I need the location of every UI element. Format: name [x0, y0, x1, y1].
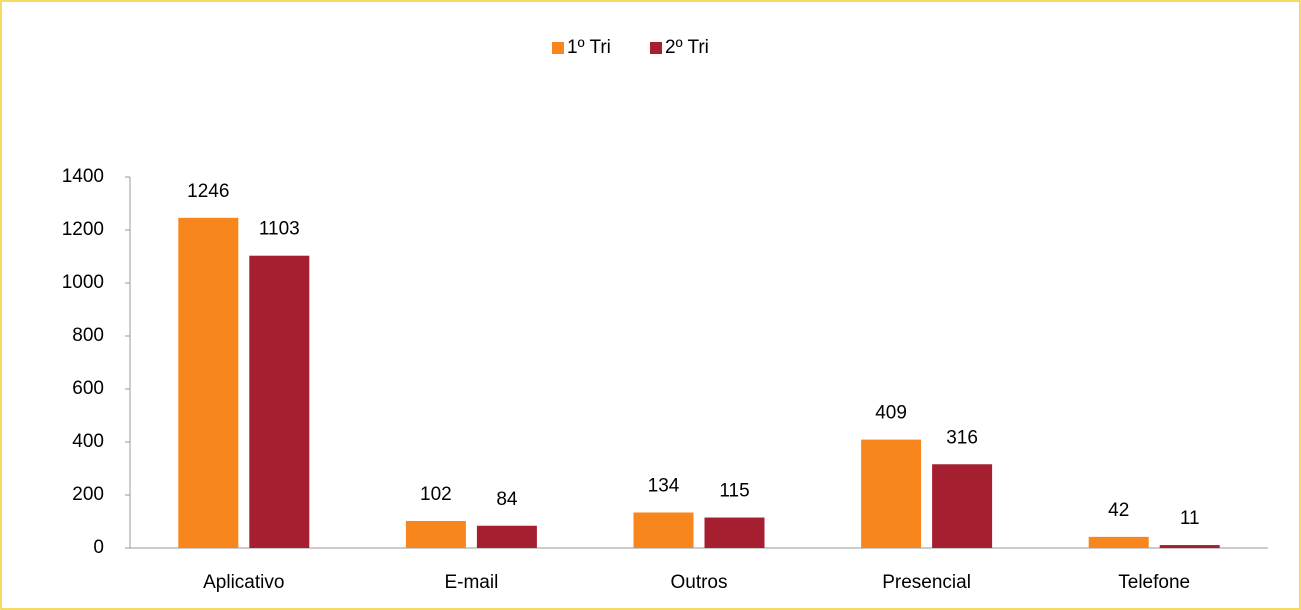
- x-tick-label: Telefone: [1118, 572, 1190, 593]
- y-tick-label: 0: [93, 537, 104, 558]
- x-tick-label: Presencial: [882, 572, 971, 593]
- legend-label: 1º Tri: [567, 37, 611, 58]
- data-label: 1103: [259, 219, 300, 240]
- data-label: 84: [496, 489, 518, 510]
- bar: [405, 520, 466, 548]
- legend-swatch: [552, 42, 564, 54]
- y-tick-label: 600: [72, 378, 104, 399]
- data-label: 11: [1180, 508, 1200, 529]
- data-label: 1246: [187, 181, 229, 202]
- bar: [249, 255, 310, 548]
- y-tick-label: 400: [72, 431, 104, 452]
- data-label: 42: [1108, 500, 1129, 521]
- bar: [178, 217, 239, 548]
- y-tick-label: 1000: [62, 272, 104, 293]
- data-label: 316: [946, 427, 978, 448]
- data-label: 409: [875, 403, 907, 424]
- x-tick-label: Aplicativo: [203, 572, 284, 593]
- data-label: 102: [420, 484, 452, 505]
- bar: [476, 525, 537, 548]
- bar: [1159, 545, 1220, 548]
- bar: [1088, 536, 1149, 548]
- bar: [932, 464, 993, 548]
- bar: [704, 517, 765, 548]
- y-tick-label: 200: [72, 484, 104, 505]
- x-tick-label: Outros: [670, 572, 727, 593]
- y-tick-label: 1200: [62, 219, 104, 240]
- y-tick-label: 1400: [62, 166, 104, 187]
- data-label: 115: [719, 481, 749, 502]
- legend-label: 2º Tri: [665, 37, 709, 58]
- data-label: 134: [648, 476, 680, 497]
- bar: [633, 512, 694, 548]
- y-tick-label: 800: [72, 325, 104, 346]
- bar: [861, 439, 922, 548]
- x-tick-label: E-mail: [444, 572, 498, 593]
- legend-swatch: [650, 42, 662, 54]
